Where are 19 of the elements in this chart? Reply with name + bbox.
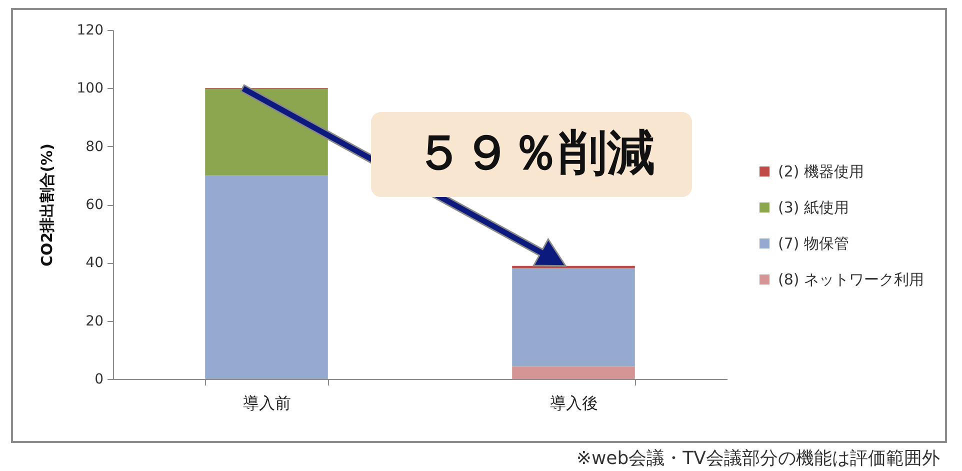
y-tick-label: 80 (86, 138, 104, 155)
legend-label: (3) 紙使用 (778, 198, 850, 216)
annotation: ５９％削減 (415, 125, 655, 181)
legend-label: (8) ネットワーク利用 (778, 270, 924, 288)
bar (512, 268, 635, 366)
y-tick-label: 20 (86, 313, 104, 330)
bar (205, 89, 328, 176)
y-tick-label: 40 (86, 255, 104, 272)
y-axis-title: CO2排出割合(%) (38, 144, 56, 266)
y-tick-label: 60 (86, 197, 104, 213)
legend-label: (2) 機器使用 (778, 162, 864, 180)
bar (512, 366, 635, 379)
y-tick-label: 100 (76, 80, 104, 97)
x-tick-label: 導入後 (550, 394, 598, 412)
text: ※web会議・TV会議部分の機能は評価範囲外 (576, 448, 940, 469)
y-tick-label: 120 (76, 22, 104, 38)
y-tick-label: 0 (94, 372, 104, 388)
x-tick-label: 導入前 (243, 394, 291, 412)
legend-label: (7) 物保管 (778, 234, 850, 252)
